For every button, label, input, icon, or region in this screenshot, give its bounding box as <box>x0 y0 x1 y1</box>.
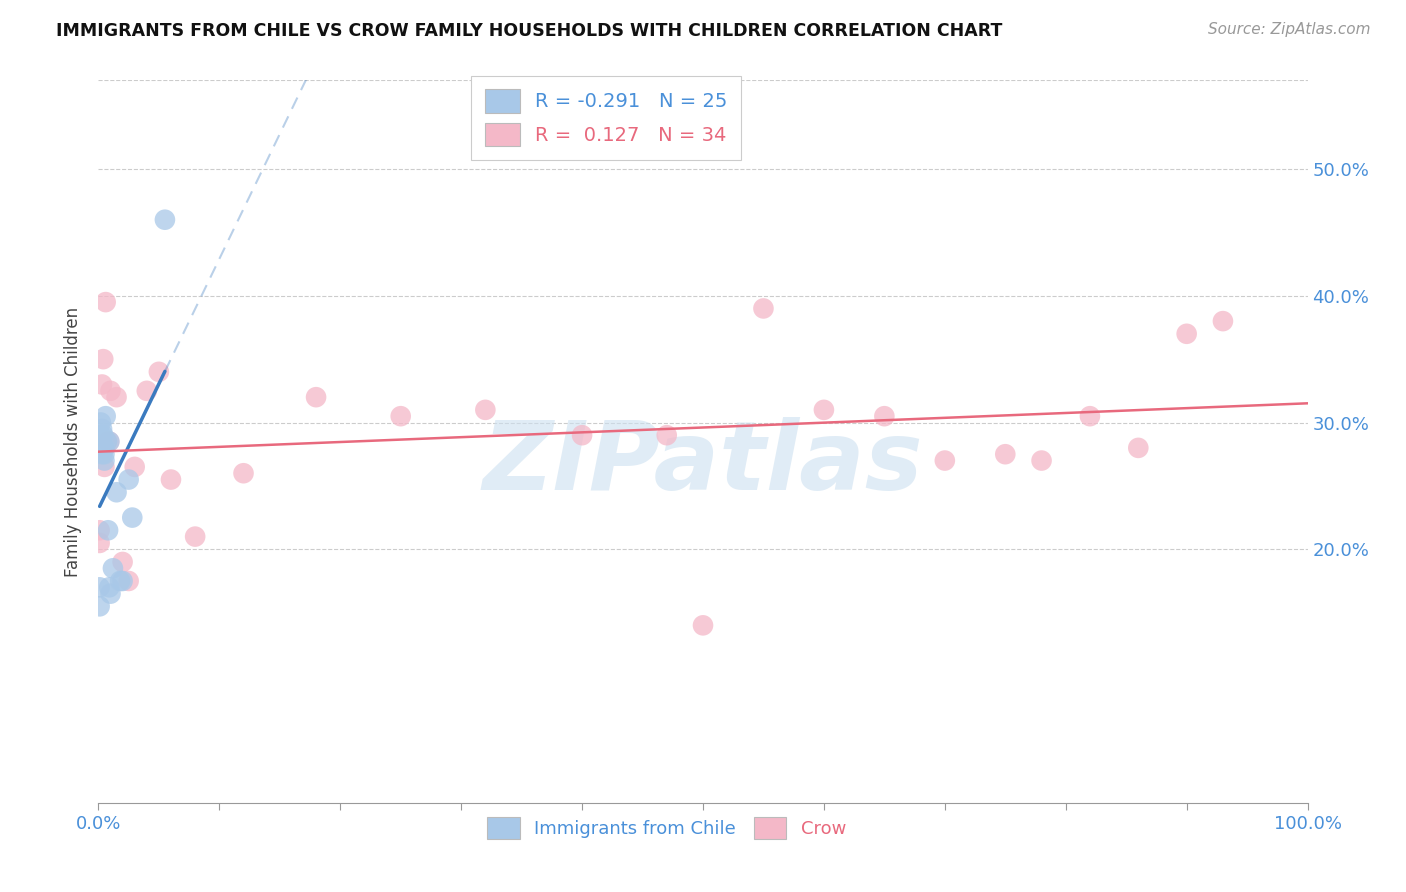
Point <box>108 574 131 588</box>
Point <box>1175 326 1198 341</box>
Point <box>91 377 114 392</box>
Point <box>93 453 115 467</box>
Text: IMMIGRANTS FROM CHILE VS CROW FAMILY HOUSEHOLDS WITH CHILDREN CORRELATION CHART: IMMIGRANTS FROM CHILE VS CROW FAMILY HOU… <box>56 22 1002 40</box>
Text: ZIPatlas: ZIPatlas <box>482 417 924 509</box>
Point <box>90 428 112 442</box>
Point <box>89 580 111 594</box>
Point <box>93 459 115 474</box>
Point <box>1212 314 1234 328</box>
Point <box>98 434 121 449</box>
Point <box>94 409 117 424</box>
Point <box>232 467 254 481</box>
Point <box>752 301 775 316</box>
Point <box>101 561 124 575</box>
Point <box>93 441 115 455</box>
Text: Source: ZipAtlas.com: Source: ZipAtlas.com <box>1208 22 1371 37</box>
Y-axis label: Family Households with Children: Family Households with Children <box>65 307 83 576</box>
Point <box>89 599 111 614</box>
Legend: Immigrants from Chile, Crow: Immigrants from Chile, Crow <box>478 808 855 848</box>
Point <box>91 428 114 442</box>
Point <box>97 523 120 537</box>
Point <box>994 447 1017 461</box>
Point <box>474 402 496 417</box>
Point <box>89 523 111 537</box>
Point <box>96 434 118 449</box>
Point <box>305 390 328 404</box>
Point <box>1128 441 1150 455</box>
Point <box>135 384 157 398</box>
Point <box>91 447 114 461</box>
Point <box>934 453 956 467</box>
Point <box>118 473 141 487</box>
Point <box>148 365 170 379</box>
Point <box>111 574 134 588</box>
Point <box>91 434 114 449</box>
Point <box>100 587 122 601</box>
Point <box>655 428 678 442</box>
Point <box>94 295 117 310</box>
Point <box>124 459 146 474</box>
Point <box>105 390 128 404</box>
Point <box>100 384 122 398</box>
Point <box>90 416 112 430</box>
Point <box>98 580 121 594</box>
Point <box>1031 453 1053 467</box>
Point <box>91 422 114 436</box>
Point <box>571 428 593 442</box>
Point <box>93 447 115 461</box>
Point <box>105 485 128 500</box>
Point <box>184 530 207 544</box>
Point <box>96 434 118 449</box>
Point <box>91 441 114 455</box>
Point <box>153 212 176 227</box>
Point <box>89 536 111 550</box>
Point <box>813 402 835 417</box>
Point <box>91 352 114 367</box>
Point <box>121 510 143 524</box>
Point <box>873 409 896 424</box>
Point <box>692 618 714 632</box>
Point <box>98 434 121 449</box>
Point <box>1078 409 1101 424</box>
Point <box>118 574 141 588</box>
Point <box>111 555 134 569</box>
Point <box>160 473 183 487</box>
Point <box>389 409 412 424</box>
